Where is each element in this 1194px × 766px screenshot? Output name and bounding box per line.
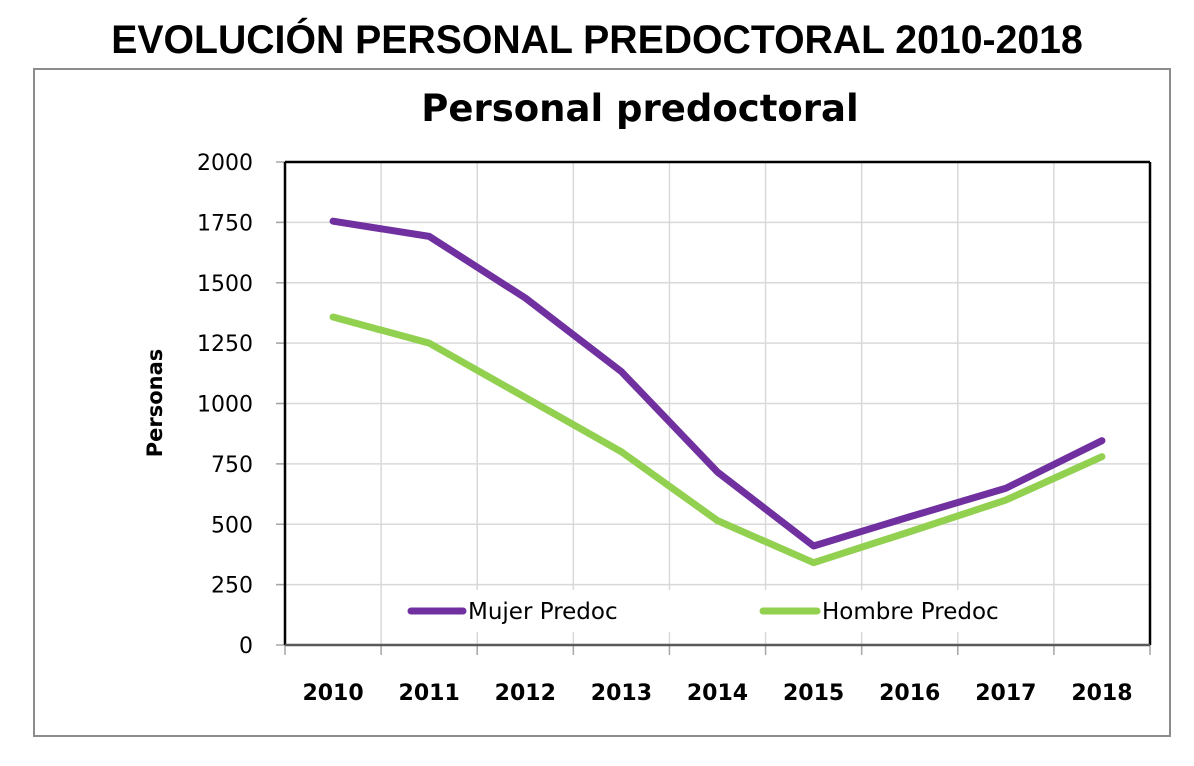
y-tick-label: 1250	[197, 332, 253, 357]
x-axis-ticks: 2010 2011 2012 2013 2014 2015 2016 2017 2018	[284, 645, 1151, 706]
x-tick-label: 2018	[1071, 681, 1132, 706]
axes	[283, 160, 1152, 647]
y-tick-label: 0	[239, 634, 253, 659]
y-axis-title: Personas	[143, 349, 167, 458]
series-line-mujer-predoc	[329, 217, 1106, 550]
x-tick-label: 2010	[302, 681, 363, 706]
legend-label: Hombre Predoc	[822, 599, 999, 625]
x-tick-label: 2017	[975, 681, 1036, 706]
series-lines	[329, 217, 1106, 567]
y-axis-ticks: 0 250 500 750 1000 1250 1500 1750 2000	[197, 151, 285, 659]
y-tick-label: 750	[211, 453, 253, 478]
legend-label: Mujer Predoc	[468, 599, 618, 625]
y-tick-label: 2000	[197, 151, 253, 176]
x-tick-label: 2013	[591, 681, 652, 706]
y-tick-label: 250	[211, 574, 253, 599]
y-tick-label: 500	[211, 513, 253, 538]
legend: Mujer Predoc Hombre Predoc	[407, 599, 999, 625]
x-tick-label: 2015	[783, 681, 844, 706]
x-tick-label: 2014	[687, 681, 748, 706]
y-tick-label: 1750	[197, 211, 253, 236]
chart-title: Personal predoctoral	[421, 87, 858, 130]
series-line-hombre-predoc	[329, 313, 1106, 567]
x-tick-label: 2016	[879, 681, 940, 706]
page-title: EVOLUCIÓN PERSONAL PREDOCTORAL 2010-2018	[111, 18, 1083, 62]
legend-box	[400, 590, 1050, 632]
x-tick-label: 2012	[495, 681, 556, 706]
gridlines	[277, 162, 1150, 645]
legend-background	[400, 590, 1050, 632]
y-tick-label: 1000	[197, 393, 253, 418]
y-tick-label: 1500	[197, 272, 253, 297]
x-tick-label: 2011	[399, 681, 460, 706]
